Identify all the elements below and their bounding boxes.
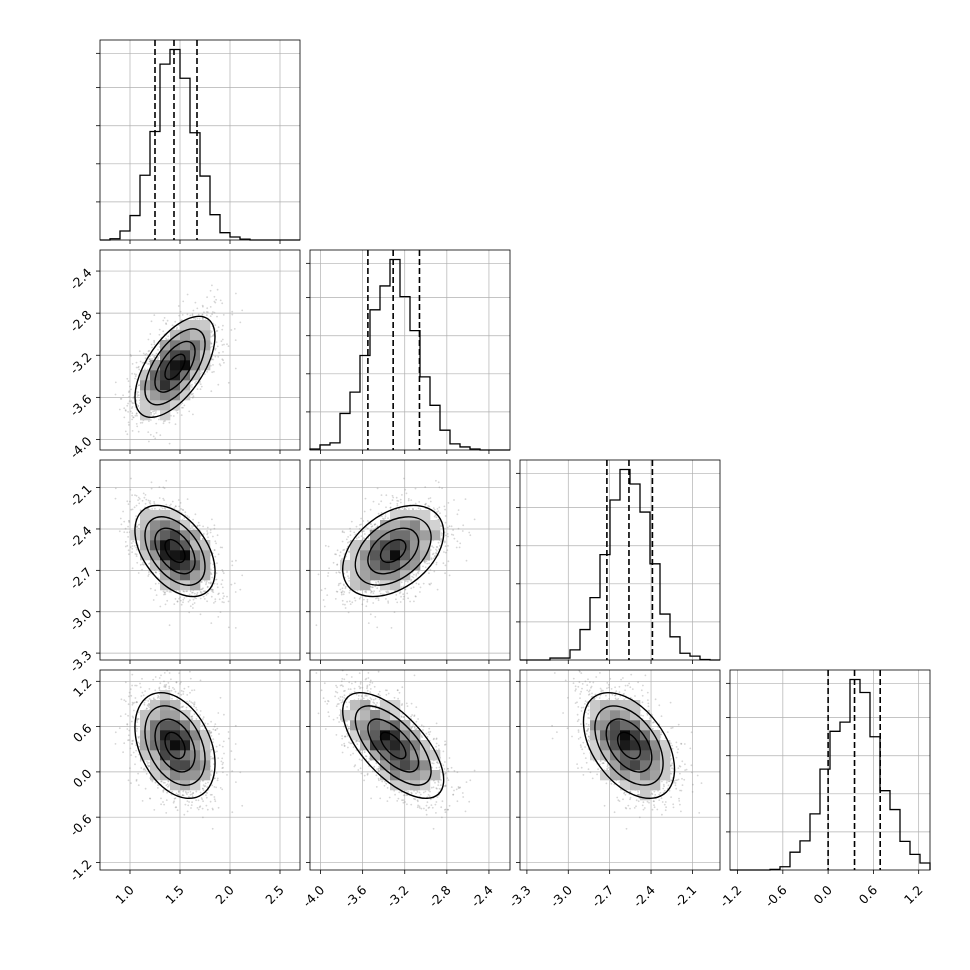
density-blocks-3-0 xyxy=(140,690,211,791)
density-blocks-1-0 xyxy=(140,320,211,421)
panel-3-2-frame xyxy=(519,669,721,871)
x-tick-label-3-4: 1.2 xyxy=(901,882,926,907)
y-tick-label-3-0: -1.2 xyxy=(67,856,95,884)
y-tick-label-3-2: 0.0 xyxy=(70,766,95,791)
contour-3-2-0 xyxy=(616,731,642,760)
hist-0-frame xyxy=(99,39,301,241)
x-tick-label-0-1: 1.5 xyxy=(162,882,187,907)
x-tick-label-2-2: -2.7 xyxy=(589,882,617,910)
contour-2-1-0 xyxy=(379,538,407,564)
x-tick-label-2-3: -2.4 xyxy=(630,882,658,910)
y-tick-label-2-3: -2.4 xyxy=(67,523,95,551)
x-tick-label-3-1: -0.6 xyxy=(762,882,790,910)
hist-3-frame xyxy=(729,669,931,871)
contour-3-2-3 xyxy=(582,691,676,800)
contour-3-1-0 xyxy=(379,731,407,760)
contour-3-2-2 xyxy=(594,705,664,786)
panel-3-0-frame xyxy=(99,669,301,871)
x-tick-label-0-2: 2.0 xyxy=(212,882,237,907)
x-tick-label-3-2: 0.0 xyxy=(810,882,835,907)
contour-1-0-1 xyxy=(154,340,196,393)
contour-2-1-2 xyxy=(354,516,432,586)
contour-2-1-1 xyxy=(367,527,420,575)
density-blocks-3-1 xyxy=(340,700,441,791)
x-tick-label-1-4: -2.4 xyxy=(468,882,496,910)
contour-2-0-0 xyxy=(164,538,186,564)
contour-2-0-2 xyxy=(144,516,206,586)
x-tick-label-0-3: 2.5 xyxy=(262,882,287,907)
contour-3-0-0 xyxy=(164,731,186,760)
x-tick-label-1-3: -2.8 xyxy=(426,882,454,910)
contour-3-2-1 xyxy=(605,718,653,773)
contour-3-0-1 xyxy=(154,718,196,773)
x-tick-label-1-2: -3.2 xyxy=(384,882,412,910)
scatter-panel-2-1 xyxy=(306,459,511,664)
histogram-panel-3 xyxy=(726,669,931,874)
hist-1-frame xyxy=(309,249,511,451)
histogram-0 xyxy=(100,48,300,241)
y-tick-label-2-2: -2.7 xyxy=(67,564,95,592)
contour-3-1-2 xyxy=(354,705,432,786)
y-tick-label-2-4: -2.1 xyxy=(67,482,95,510)
density-blocks-3-2 xyxy=(590,700,671,801)
panel-2-0-frame xyxy=(99,459,301,661)
y-tick-label-1-4: -2.4 xyxy=(67,265,95,293)
histogram-3 xyxy=(730,678,931,871)
x-tick-label-1-1: -3.6 xyxy=(342,882,370,910)
scatter-panel-1-0 xyxy=(96,249,301,454)
contour-2-1-3 xyxy=(341,504,445,598)
y-tick-label-3-3: 0.6 xyxy=(70,721,95,746)
histogram-panel-2 xyxy=(516,459,721,664)
x-tick-label-2-4: -2.1 xyxy=(671,882,699,910)
scatter-panel-3-1 xyxy=(306,669,511,874)
contour-3-0-2 xyxy=(144,705,206,786)
y-tick-label-1-1: -3.6 xyxy=(67,391,95,419)
contour-1-0-2 xyxy=(144,328,206,406)
x-tick-label-1-0: -4.0 xyxy=(300,882,328,910)
contour-2-0-3 xyxy=(134,504,216,598)
hist-2-frame xyxy=(519,459,721,661)
histogram-panel-1 xyxy=(306,249,511,454)
x-tick-label-3-3: 0.6 xyxy=(856,882,881,907)
histogram-1 xyxy=(309,258,510,451)
y-tick-label-2-0: -3.3 xyxy=(67,647,95,675)
histogram-panel-0 xyxy=(96,39,301,244)
y-tick-label-2-1: -3.0 xyxy=(67,606,95,634)
contour-3-1-3 xyxy=(342,691,445,800)
y-tick-label-1-0: -4.0 xyxy=(67,433,95,461)
density-blocks-2-1 xyxy=(340,510,441,591)
scatter-panel-3-0 xyxy=(96,669,301,874)
y-tick-label-1-3: -2.8 xyxy=(67,307,95,335)
panel-3-1-frame xyxy=(309,669,511,871)
contour-3-0-3 xyxy=(134,691,216,800)
x-tick-label-2-1: -3.0 xyxy=(547,882,575,910)
x-tick-label-0-0: 1.0 xyxy=(112,882,137,907)
y-tick-label-1-2: -3.2 xyxy=(67,349,95,377)
contour-1-0-3 xyxy=(134,315,216,418)
x-tick-label-3-0: -1.2 xyxy=(717,882,745,910)
contour-2-0-1 xyxy=(154,527,196,575)
x-tick-label-2-0: -3.3 xyxy=(506,882,534,910)
panel-2-1-frame xyxy=(309,459,511,661)
scatter-panel-3-2 xyxy=(516,669,721,874)
histogram-2 xyxy=(520,468,720,661)
y-tick-label-3-1: -0.6 xyxy=(67,811,95,839)
contour-3-1-1 xyxy=(367,718,420,773)
contour-1-0-0 xyxy=(164,353,186,381)
y-tick-label-3-4: 1.2 xyxy=(70,675,95,700)
scatter-panel-2-0 xyxy=(96,459,301,664)
panel-1-0-frame xyxy=(99,249,301,451)
